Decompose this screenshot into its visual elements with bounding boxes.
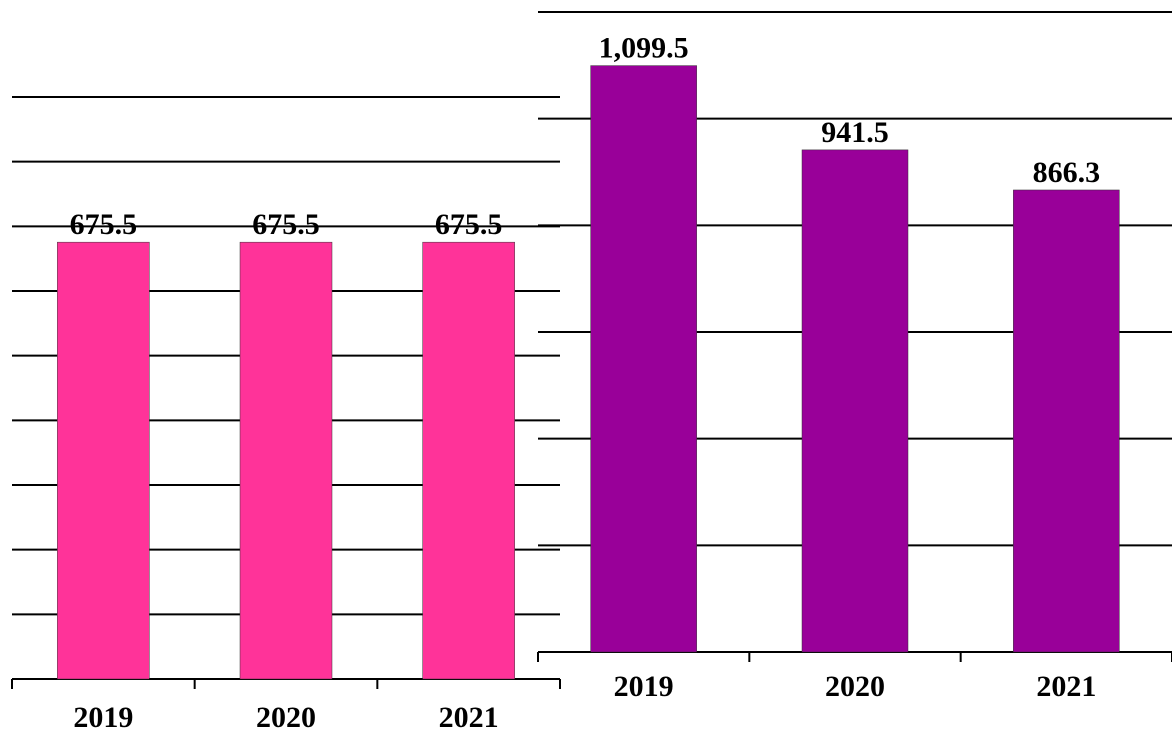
data-label: 866.3 xyxy=(1033,156,1101,189)
x-tick-label: 2021 xyxy=(1036,670,1096,703)
x-tick-label: 2020 xyxy=(256,701,316,731)
data-label: 941.5 xyxy=(821,116,889,149)
bar xyxy=(239,241,333,680)
bar xyxy=(57,241,150,680)
bar xyxy=(1013,189,1120,653)
bar xyxy=(422,241,515,680)
bar xyxy=(801,149,909,653)
data-label: 675.5 xyxy=(252,208,320,241)
data-label: 1,099.5 xyxy=(599,32,689,65)
x-tick-label: 2021 xyxy=(439,701,499,731)
x-tick-label: 2019 xyxy=(614,670,674,703)
x-tick-label: 2020 xyxy=(825,670,885,703)
x-tick-label: 2019 xyxy=(73,701,133,731)
bar xyxy=(590,65,697,653)
data-label: 675.5 xyxy=(70,208,138,241)
data-label: 675.5 xyxy=(435,208,503,241)
